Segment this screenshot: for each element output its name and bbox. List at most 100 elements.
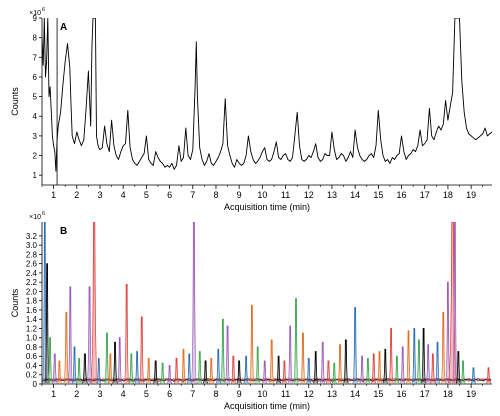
x-tick-label: 2: [74, 190, 79, 200]
eic-peak: [95, 358, 102, 384]
eic-peak: [47, 337, 53, 384]
eic-peak: [76, 358, 82, 384]
eic-peak: [220, 318, 226, 384]
eic-peak: [268, 339, 275, 384]
eic-peak: [275, 355, 282, 384]
y-tick-label: 0.2: [26, 371, 38, 380]
eic-peak: [485, 367, 492, 384]
x-tick-label: 4: [121, 190, 126, 200]
eic-peak: [365, 358, 371, 384]
eic-peak: [145, 358, 152, 384]
plot-area: [42, 222, 492, 384]
eic-peak: [281, 360, 288, 384]
y-tick-label: 4: [33, 112, 38, 121]
eic-peak: [180, 348, 187, 384]
eic-peak: [447, 222, 458, 384]
eic-peak: [337, 344, 343, 384]
y-tick-label: 3.0: [26, 241, 38, 250]
x-tick-label: 3: [97, 389, 102, 399]
x-tick-label: 9: [237, 190, 242, 200]
x-tick-label: 4: [121, 389, 126, 399]
eic-peak: [376, 351, 383, 384]
eic-peak: [425, 344, 432, 384]
eic-peak: [128, 353, 135, 384]
panel-label: A: [60, 22, 67, 33]
eic-peak: [224, 325, 231, 384]
eic-peak: [460, 360, 466, 384]
x-tick-label: 11: [281, 389, 290, 399]
y-tick-label: 2.0: [26, 287, 38, 296]
eic-peak: [107, 353, 114, 384]
eic-peak: [293, 297, 299, 384]
eic-peak: [42, 222, 48, 384]
eic-peak: [186, 353, 193, 384]
x-tick-label: 6: [167, 190, 172, 200]
x-tick-label: 2: [74, 389, 79, 399]
eic-peak: [399, 346, 406, 384]
x-tick-label: 16: [397, 389, 407, 399]
eic-peak: [434, 341, 441, 384]
eic-peak: [230, 355, 237, 384]
eic-peak: [104, 332, 110, 384]
y-tick-label: 0: [33, 380, 38, 389]
eic-peak: [359, 355, 365, 384]
eic-peak: [112, 341, 118, 384]
y-tick-label: 1.0: [26, 334, 38, 343]
eic-peak: [138, 316, 145, 384]
x-axis-label: Acquisition time (min): [224, 202, 310, 212]
x-tick-label: 9: [237, 389, 242, 399]
eic-peak: [452, 222, 458, 384]
eic-peak: [319, 341, 326, 384]
y-tick-label: 8: [33, 34, 38, 43]
eic-peak: [196, 351, 203, 384]
eic-peak: [249, 304, 255, 384]
y-tick-label: 0.6: [26, 352, 38, 361]
eic-peak: [190, 222, 198, 384]
x-tick-label: 14: [350, 389, 360, 399]
eic-peak: [208, 358, 215, 384]
y-axis-label: Counts: [10, 87, 20, 116]
y-tick-label: 1.2: [26, 324, 38, 333]
y-exponent-label: 6: [42, 7, 45, 13]
y-tick-label: 0.8: [26, 343, 38, 352]
eic-peak: [134, 351, 140, 384]
y-exponent-label: 6: [42, 211, 45, 217]
eic-peak: [343, 339, 349, 384]
x-tick-label: 17: [420, 190, 430, 200]
eic-peak: [159, 362, 166, 384]
tic-trace-line: [42, 18, 492, 172]
eic-peak: [287, 325, 294, 384]
x-tick-label: 10: [257, 389, 267, 399]
eic-peak: [71, 346, 78, 384]
x-tick-label: 6: [167, 389, 172, 399]
panel-label: B: [60, 226, 67, 237]
y-tick-label: 9: [33, 14, 38, 23]
eic-peak: [411, 328, 418, 384]
eic-peak: [215, 348, 222, 384]
y-multiplier-label: ×10: [29, 214, 41, 221]
x-tick-label: 12: [304, 389, 314, 399]
eic-peak: [305, 358, 312, 384]
eic-peak: [56, 360, 63, 384]
y-tick-label: 1.4: [26, 315, 38, 324]
x-tick-label: 14: [350, 190, 360, 200]
x-tick-label: 19: [466, 190, 476, 200]
plot-area: [42, 18, 492, 185]
eic-peak: [123, 284, 130, 384]
eic-peak: [370, 353, 377, 384]
y-tick-label: 6: [33, 73, 38, 82]
eic-peak: [325, 360, 332, 384]
x-axis-label: Acquisition time (min): [224, 401, 310, 411]
eic-peak: [81, 353, 89, 384]
eic-peak: [63, 311, 70, 384]
eic-peak: [394, 355, 400, 384]
eic-peak: [236, 360, 243, 384]
x-tick-label: 15: [373, 190, 383, 200]
eic-peak: [455, 351, 462, 384]
eic-peak: [67, 286, 74, 384]
panel-b: 1 2 3 4 5 6 7 8 9 10 11 12 13 14 15 16 17 18 1900.20.40.60…: [10, 211, 492, 411]
x-tick-label: 17: [420, 389, 430, 399]
y-tick-label: 2.6: [26, 260, 38, 269]
